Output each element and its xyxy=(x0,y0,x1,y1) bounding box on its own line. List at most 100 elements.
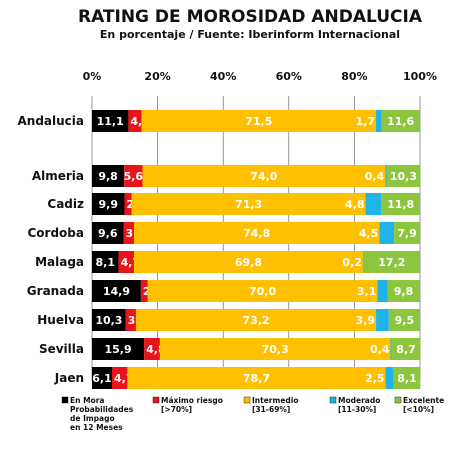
data-label: 6,1 xyxy=(92,372,112,385)
data-label: 9,6 xyxy=(98,227,118,240)
bar-segment-excelente xyxy=(381,193,420,215)
category-label: Malaga xyxy=(35,255,84,269)
bar-segment-intermedio xyxy=(147,280,378,302)
x-tick-label: 60% xyxy=(276,70,302,83)
legend-label-mora: de Impago xyxy=(70,414,115,423)
legend-label-intermedio: Intermedio xyxy=(252,396,299,405)
chart-subtitle: En porcentaje / Fuente: Iberinform Inter… xyxy=(100,28,400,41)
bar-segment-mora xyxy=(92,367,113,389)
bar-segment-mora xyxy=(92,338,145,360)
data-label: 78,7 xyxy=(243,372,270,385)
data-label: 74,0 xyxy=(250,170,277,183)
category-label: Jaen xyxy=(54,371,84,385)
data-label: 11,6 xyxy=(387,115,414,128)
data-label: 3,1 xyxy=(357,285,377,298)
bar-segment-mora xyxy=(92,193,125,215)
category-label: Cadiz xyxy=(47,197,84,211)
bar-segment-intermedio xyxy=(127,367,386,389)
legend-swatch-mora xyxy=(61,396,69,404)
legend-label-excelente: Excelente xyxy=(403,396,444,405)
data-label: 71,3 xyxy=(235,198,262,211)
category-label: Granada xyxy=(27,284,84,298)
bar-segment-intermedio xyxy=(141,110,377,132)
legend-swatch-intermedio xyxy=(243,396,251,404)
bar-segment-moderado xyxy=(376,309,389,331)
data-label: 8,1 xyxy=(397,372,417,385)
bar-segment-excelente xyxy=(387,280,420,302)
data-label: 1,7 xyxy=(356,115,376,128)
data-label: 71,5 xyxy=(245,115,272,128)
x-tick-label: 100% xyxy=(403,70,437,83)
x-tick-label: 40% xyxy=(210,70,236,83)
bar-segment-maximo xyxy=(144,338,160,360)
bars: 11,14,071,51,711,69,85,674,00,410,39,92,… xyxy=(92,110,421,389)
bar-segment-mora xyxy=(92,110,129,132)
data-label: 17,2 xyxy=(378,256,405,269)
bar-segment-moderado xyxy=(376,110,382,132)
bar-segment-moderado xyxy=(390,338,392,360)
data-label: 4,8 xyxy=(345,198,365,211)
bar-segment-maximo xyxy=(125,309,136,331)
data-label: 3,9 xyxy=(356,314,376,327)
bar-segment-intermedio xyxy=(133,222,380,244)
data-label: 9,8 xyxy=(98,170,118,183)
bar-segment-maximo xyxy=(128,110,142,132)
data-label: 0,4 xyxy=(365,170,385,183)
legend-label-maximo: [>70%] xyxy=(161,405,192,414)
x-axis-ticks: 0% 20% 40% 60% 80% 100% xyxy=(83,70,437,83)
data-label: 8,1 xyxy=(96,256,116,269)
data-label: 7,9 xyxy=(397,227,417,240)
bar-segment-excelente xyxy=(386,165,421,187)
data-label: 5,6 xyxy=(124,170,144,183)
bar-segment-mora xyxy=(92,165,125,187)
legend-label-mora: en 12 Meses xyxy=(70,423,123,432)
bar-segment-maximo xyxy=(123,222,134,244)
bar-segment-excelente xyxy=(381,110,420,132)
category-labels: Andalucia Almeria Cadiz Cordoba Malaga Granad… xyxy=(18,114,85,385)
data-label: 70,3 xyxy=(262,343,289,356)
bar-segment-excelente xyxy=(394,222,420,244)
bar-segment-maximo xyxy=(112,367,128,389)
legend-label-moderado: Moderado xyxy=(338,396,380,405)
legend-swatch-maximo xyxy=(152,396,160,404)
bar-segment-intermedio xyxy=(131,193,366,215)
bar-segment-intermedio xyxy=(142,165,386,187)
data-label: 10,3 xyxy=(95,314,122,327)
legend-label-excelente: [<10%] xyxy=(403,405,434,414)
data-label: 9,8 xyxy=(394,285,414,298)
bar-segment-intermedio xyxy=(133,251,363,273)
data-label: 73,2 xyxy=(242,314,269,327)
data-label: 69,8 xyxy=(235,256,262,269)
category-label: Cordoba xyxy=(28,226,85,240)
bar-segment-maximo xyxy=(124,165,143,187)
bar-segment-moderado xyxy=(362,251,364,273)
bar-segment-mora xyxy=(92,222,124,244)
data-label: 10,3 xyxy=(390,170,417,183)
data-label: 8,7 xyxy=(396,343,416,356)
x-tick-label: 20% xyxy=(144,70,170,83)
category-label: Huelva xyxy=(37,313,84,327)
bar-segment-excelente xyxy=(363,251,420,273)
data-label: 4,5 xyxy=(359,227,379,240)
bar-segment-moderado xyxy=(385,165,387,187)
x-tick-label: 80% xyxy=(341,70,367,83)
bar-segment-intermedio xyxy=(159,338,391,360)
category-label: Andalucia xyxy=(18,114,85,128)
bar-segment-maximo xyxy=(118,251,134,273)
legend-swatch-moderado xyxy=(329,396,337,404)
bar-segment-mora xyxy=(92,280,141,302)
bar-segment-maximo xyxy=(124,193,132,215)
data-label: 0,2 xyxy=(342,256,362,269)
legend-swatch-excelente xyxy=(394,396,402,404)
legend-label-maximo: Máximo riesgo xyxy=(161,396,223,405)
bar-segment-mora xyxy=(92,309,126,331)
category-label: Almeria xyxy=(32,169,84,183)
data-label: 70,0 xyxy=(249,285,276,298)
bar-segment-intermedio xyxy=(135,309,377,331)
legend-label-moderado: [11-30%] xyxy=(338,405,376,414)
bar-segment-moderado xyxy=(379,222,395,244)
data-label: 11,8 xyxy=(387,198,414,211)
bar-segment-moderado xyxy=(365,193,382,215)
